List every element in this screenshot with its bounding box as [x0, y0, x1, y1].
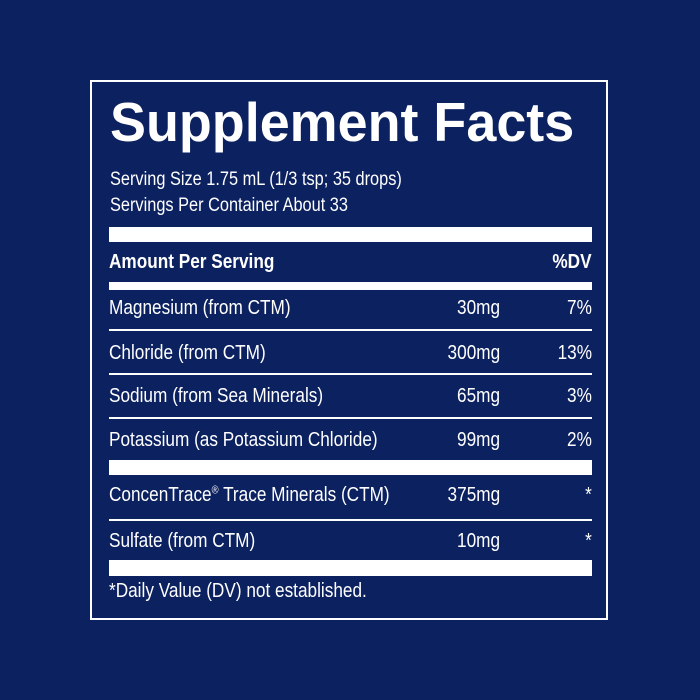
- nutrient-amount: 65mg: [456, 385, 500, 407]
- nutrient-row: Sulfate (from CTM) 10mg *: [109, 524, 592, 560]
- serving-size: Serving Size 1.75 mL (1/3 tsp; 35 drops): [110, 169, 402, 190]
- servings-per-container: Servings Per Container About 33: [110, 195, 348, 216]
- supplement-facts-panel: Supplement Facts Serving Size 1.75 mL (1…: [90, 80, 608, 620]
- nutrient-row: Sodium (from Sea Minerals) 65mg 3%: [109, 379, 592, 415]
- nutrient-dv: 13%: [557, 342, 592, 364]
- label-title: Supplement Facts: [110, 91, 575, 153]
- amount-header-row: Amount Per Serving %DV: [109, 245, 592, 281]
- nutrient-name: ConcenTrace® Trace Minerals (CTM): [109, 484, 390, 506]
- nutrient-dv: 3%: [567, 385, 592, 407]
- nutrient-name: Potassium (as Potassium Chloride): [109, 429, 378, 451]
- thick-divider: [109, 227, 592, 242]
- row-divider: [109, 373, 592, 375]
- row-divider: [109, 519, 592, 521]
- nutrient-amount: 30mg: [456, 297, 500, 319]
- nutrient-dv: *: [585, 484, 592, 506]
- footnote: *Daily Value (DV) not established.: [109, 580, 367, 602]
- nutrient-name: Magnesium (from CTM): [109, 297, 291, 319]
- nutrient-dv: 7%: [567, 297, 592, 319]
- thick-divider: [109, 460, 592, 475]
- nutrient-amount: 300mg: [447, 342, 500, 364]
- nutrient-name: Chloride (from CTM): [109, 342, 266, 364]
- dv-header: %DV: [552, 251, 592, 273]
- nutrient-row: Chloride (from CTM) 300mg 13%: [109, 336, 592, 372]
- nutrient-dv: 2%: [567, 429, 592, 451]
- row-divider: [109, 329, 592, 331]
- nutrient-amount: 10mg: [456, 530, 500, 552]
- nutrient-dv: *: [585, 530, 592, 552]
- nutrient-name: Sodium (from Sea Minerals): [109, 385, 324, 407]
- medium-divider: [109, 282, 592, 290]
- nutrient-name: Sulfate (from CTM): [109, 530, 256, 552]
- nutrient-amount: 99mg: [456, 429, 500, 451]
- nutrient-row: ConcenTrace® Trace Minerals (CTM) 375mg …: [109, 478, 592, 514]
- thick-divider: [109, 560, 592, 576]
- nutrient-row: Magnesium (from CTM) 30mg 7%: [109, 291, 592, 327]
- row-divider: [109, 417, 592, 419]
- nutrient-amount: 375mg: [447, 484, 500, 506]
- amount-per-serving-header: Amount Per Serving: [109, 251, 275, 273]
- nutrient-row: Potassium (as Potassium Chloride) 99mg 2…: [109, 423, 592, 459]
